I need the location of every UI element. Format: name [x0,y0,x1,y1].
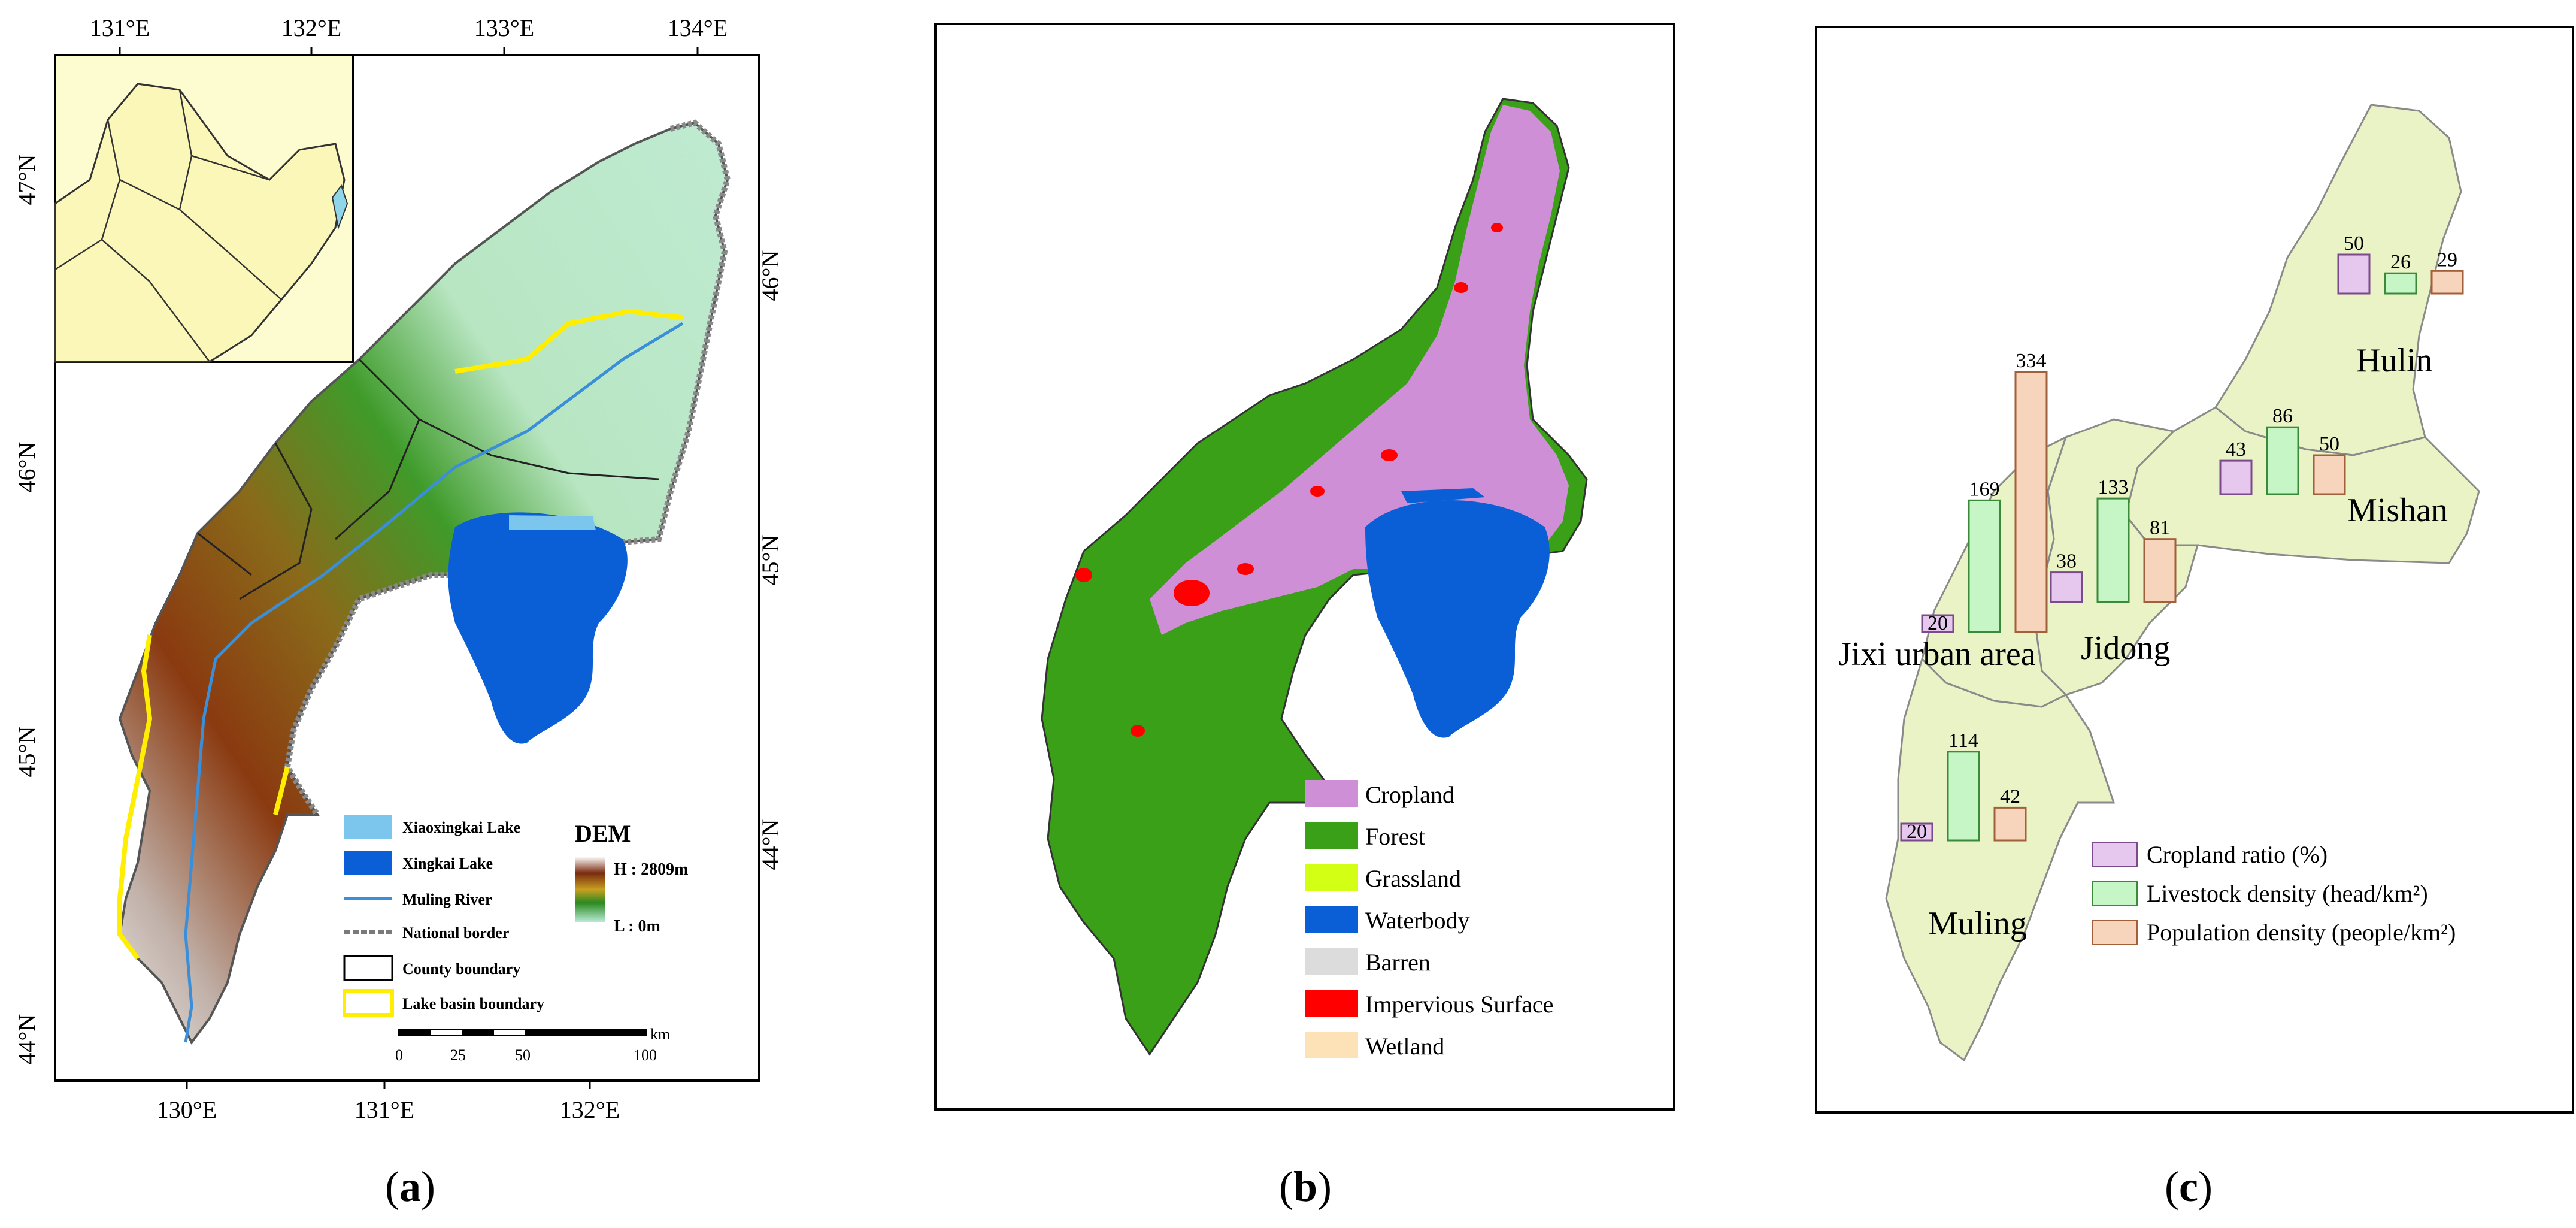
county-label: Mishan [2347,492,2448,529]
dem-title: DEM [575,820,631,847]
bar-livestock [2266,426,2299,495]
panel-a-map: 131°E 132°E 133°E 134°E 130°E 131°E 132°… [13,14,778,1123]
bar-cropland [2050,571,2083,603]
legend-a-label: National border [402,924,509,942]
bar-value-label: 334 [2016,350,2047,372]
bar-value-label: 50 [2319,433,2339,455]
dem-high: H : 2809m [614,860,688,879]
county-label: Hulin [2356,342,2433,379]
scale-bar: km 0 25 50 100 [395,1026,670,1064]
bar-value-label: 26 [2390,251,2411,273]
scale-label: 50 [515,1046,531,1064]
bar-livestock [1947,751,1980,842]
bar-population [1993,806,2027,842]
bottom-tick-label: 132°E [560,1096,620,1123]
muling-river [184,322,684,1043]
legend-b-label: Wetland [1365,1033,1444,1060]
left-ticks: 47°N 46°N 45°N 44°N [13,155,40,1065]
legend-a-label: Xiaoxingkai Lake [402,819,520,836]
bar-value-label: 42 [2000,785,2020,807]
top-tick-label: 132°E [281,14,341,41]
county-label: Muling [1928,905,2027,942]
map-a-legend: Xiaoxingkai Lake Xingkai Lake Muling Riv… [343,815,544,1017]
legend-b-label: Grassland [1365,865,1461,892]
legend-a-label: Lake basin boundary [402,995,544,1012]
caption-c: (c) [2165,1163,2213,1211]
bar-value-label: 20 [1928,612,1948,634]
bar-value-label: 86 [2272,405,2293,427]
dem-low: L : 0m [614,917,660,936]
county-bar-glyphs: 50 26 29 43 86 50 38 133 81 20 169 334 20 114 42 [1900,232,2464,843]
bar-value-label: 114 [1948,730,1978,752]
bar-cropland [1900,822,1933,842]
bar-value-label: 169 [1969,478,2000,500]
bar-livestock [2384,272,2417,295]
bar-value-label: 43 [2226,438,2246,461]
dem-legend: DEM H : 2809m L : 0m [575,820,688,936]
county-labels: Hulin Mishan Jidong Jixi urban area Muli… [1838,342,2448,942]
county-muling [1885,657,2116,1062]
inset-map [54,54,354,363]
bar-value-label: 20 [1907,821,1927,843]
bar-livestock [1968,499,2001,633]
legend-c-label: Population density (people/km²) [2147,919,2456,946]
legend-a-label: Muling River [402,891,492,908]
bottom-tick-label: 131°E [354,1096,414,1123]
right-tick-label: 44°N [757,819,778,870]
left-tick-label: 45°N [13,727,40,778]
caption-b: (b) [1278,1163,1332,1211]
bottom-ticks: 130°E 131°E 132°E [157,1081,620,1123]
bar-value-label: 29 [2437,249,2457,271]
bar-population [2313,454,2346,495]
legend-c-label: Cropland ratio (%) [2147,841,2328,868]
right-ticks: 46°N 45°N 44°N [757,250,778,870]
top-ticks: 131°E 132°E 133°E 134°E [90,14,728,55]
xingkai-lake [448,512,628,744]
right-tick-label: 45°N [757,535,778,586]
bar-value-label: 81 [2150,517,2170,539]
panel-b-landuse-map: Cropland Forest Grassland Waterbody Barr… [934,23,1675,1111]
bar-cropland [2337,253,2371,295]
right-tick-label: 46°N [757,250,778,301]
xiaoxingkai-lake [509,515,596,530]
legend-b-label: Waterbody [1365,907,1470,934]
impervious-spots [1075,223,1503,737]
bottom-tick-label: 130°E [157,1096,217,1123]
bar-value-label: 38 [2056,551,2077,573]
left-tick-label: 44°N [13,1014,40,1065]
scale-label: 0 [395,1046,403,1064]
scale-label: 100 [634,1046,657,1064]
caption-a: (a) [385,1163,435,1211]
county-label: Jidong [2081,630,2170,667]
bar-population [2014,371,2048,633]
bar-population [2430,270,2464,295]
county-label: Jixi urban area [1838,636,2036,673]
legend-a-label: County boundary [402,960,520,978]
scale-label: 25 [450,1046,466,1064]
legend-c-label: Livestock density (head/km²) [2147,880,2428,907]
left-tick-label: 46°N [13,442,40,493]
top-tick-label: 133°E [474,14,534,41]
bar-cropland [1921,614,1954,633]
bar-value-label: 133 [2098,476,2129,498]
top-tick-label: 131°E [90,14,150,41]
map-b-legend: Cropland Forest Grassland Waterbody Barr… [1305,780,1553,1060]
top-tick-label: 134°E [668,14,728,41]
legend-b-label: Cropland [1365,781,1454,808]
bar-value-label: 50 [2344,232,2364,255]
legend-b-label: Forest [1365,823,1425,850]
panel-c-county-map: Hulin Mishan Jidong Jixi urban area Muli… [1815,26,2574,1114]
map-c-legend: Cropland ratio (%) Livestock density (he… [2092,841,2456,946]
legend-a-label: Xingkai Lake [402,855,493,872]
bar-livestock [2096,497,2130,603]
legend-b-label: Barren [1365,949,1431,976]
legend-b-label: Impervious Surface [1365,991,1553,1018]
bar-population [2143,538,2177,603]
xingkai-lake-b [1365,500,1550,738]
bar-cropland [2219,459,2253,495]
scale-unit: km [650,1026,670,1043]
left-tick-label: 47°N [13,155,40,205]
